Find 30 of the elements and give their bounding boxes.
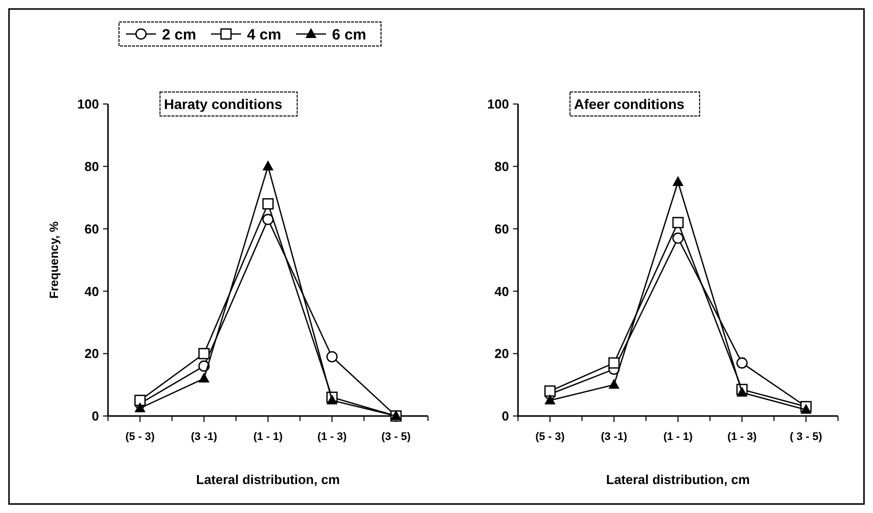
legend-label: 4 cm bbox=[247, 26, 282, 44]
y-tick-label: 0 bbox=[502, 408, 509, 424]
y-tick-label: 20 bbox=[84, 346, 99, 362]
y-tick-label: 100 bbox=[487, 96, 509, 112]
legend-label: 2 cm bbox=[162, 26, 196, 44]
x-tick-label: (1 - 1) bbox=[253, 431, 283, 443]
y-axis-title: Frequency, % bbox=[47, 221, 61, 299]
x-tick-label: (1 - 3) bbox=[317, 431, 347, 443]
y-tick-label: 80 bbox=[84, 158, 99, 174]
chart-title: Afeer conditions bbox=[574, 96, 685, 112]
x-axis-title: Lateral distribution, cm bbox=[606, 472, 750, 487]
x-tick-label: (3 - 5) bbox=[381, 431, 411, 443]
y-tick-label: 20 bbox=[494, 346, 509, 362]
chart-title: Haraty conditions bbox=[164, 96, 282, 112]
x-tick-label: (5 - 3) bbox=[535, 431, 565, 443]
x-tick-label: ( 3 - 5) bbox=[790, 431, 823, 443]
y-tick-label: 60 bbox=[84, 221, 99, 236]
y-tick-label: 60 bbox=[494, 221, 509, 236]
x-axis-title: Lateral distribution, cm bbox=[196, 472, 340, 487]
y-tick-label: 40 bbox=[494, 284, 509, 299]
x-tick-label: (5 - 3) bbox=[125, 431, 155, 443]
x-tick-label: (3 -1) bbox=[600, 431, 628, 443]
y-tick-label: 100 bbox=[77, 96, 99, 112]
x-tick-label: (1 - 1) bbox=[663, 431, 693, 443]
y-tick-label: 80 bbox=[494, 158, 509, 174]
x-tick-label: (3 -1) bbox=[190, 431, 218, 443]
y-tick-label: 40 bbox=[84, 284, 99, 299]
y-tick-label: 0 bbox=[92, 408, 99, 424]
x-tick-label: (1 - 3) bbox=[727, 431, 757, 443]
legend-label: 6 cm bbox=[332, 26, 366, 44]
